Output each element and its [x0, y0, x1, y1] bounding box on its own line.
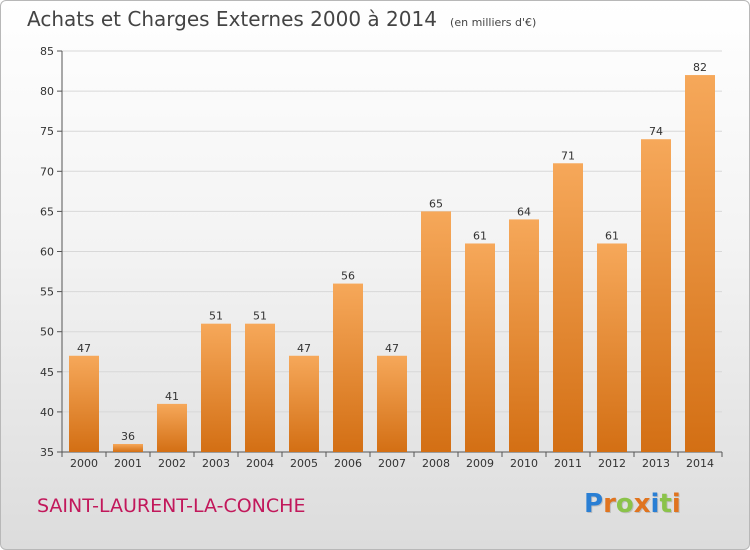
logo-letter: t: [659, 489, 672, 519]
y-tick-label: 70: [40, 165, 54, 178]
y-tick-label: 45: [40, 366, 54, 379]
x-tick-label: 2002: [158, 457, 186, 470]
x-tick-label: 2007: [378, 457, 406, 470]
logo-letter: i: [650, 489, 660, 519]
x-tick-label: 2010: [510, 457, 538, 470]
x-tick-label: 2000: [70, 457, 98, 470]
logo-letter: x: [633, 489, 651, 519]
bar: [245, 323, 275, 452]
data-label: 47: [385, 342, 399, 355]
x-tick-label: 2005: [290, 457, 318, 470]
data-label: 61: [605, 229, 619, 242]
data-label: 47: [297, 342, 311, 355]
x-tick-label: 2003: [202, 457, 230, 470]
x-tick-label: 2009: [466, 457, 494, 470]
proxiti-logo[interactable]: Proxiti: [584, 489, 681, 519]
data-label: 71: [561, 149, 575, 162]
bar: [553, 163, 583, 452]
x-tick-label: 2006: [334, 457, 362, 470]
bar: [377, 355, 407, 452]
data-label: 41: [165, 390, 179, 403]
x-tick-label: 2014: [686, 457, 714, 470]
y-tick-label: 80: [40, 85, 54, 98]
bar: [157, 403, 187, 452]
data-label: 64: [517, 205, 531, 218]
bar: [113, 443, 143, 452]
chart-title: Achats et Charges Externes 2000 à 2014: [27, 7, 437, 31]
data-label: 47: [77, 342, 91, 355]
data-label: 36: [121, 430, 135, 443]
data-label: 65: [429, 197, 443, 210]
y-tick-label: 40: [40, 406, 54, 419]
bar: [597, 243, 627, 452]
x-tick-label: 2004: [246, 457, 274, 470]
commune-name: SAINT-LAURENT-LA-CONCHE: [37, 495, 306, 517]
data-label: 82: [693, 61, 707, 74]
x-tick-label: 2012: [598, 457, 626, 470]
y-tick-label: 55: [40, 286, 54, 299]
logo-letter: i: [671, 489, 681, 519]
bar: [289, 355, 319, 452]
bar: [69, 355, 99, 452]
y-tick-label: 60: [40, 246, 54, 259]
x-tick-label: 2013: [642, 457, 670, 470]
logo-letter: o: [615, 489, 634, 519]
data-label: 61: [473, 229, 487, 242]
y-tick-label: 75: [40, 125, 54, 138]
y-tick-label: 65: [40, 205, 54, 218]
y-tick-label: 85: [40, 45, 54, 58]
logo-letter: P: [584, 489, 604, 519]
logo-letter: r: [603, 489, 616, 519]
data-label: 56: [341, 270, 355, 283]
bar: [509, 219, 539, 452]
bar: [421, 211, 451, 452]
data-label: 74: [649, 125, 663, 138]
y-tick-label: 35: [40, 446, 54, 459]
y-tick-label: 50: [40, 326, 54, 339]
bar: [641, 139, 671, 452]
x-tick-label: 2001: [114, 457, 142, 470]
x-tick-label: 2011: [554, 457, 582, 470]
bar: [201, 323, 231, 452]
data-label: 51: [253, 310, 267, 323]
x-tick-label: 2008: [422, 457, 450, 470]
chart-header: Achats et Charges Externes 2000 à 2014 (…: [27, 7, 536, 31]
chart-subtitle: (en milliers d'€): [450, 16, 537, 29]
bar: [333, 283, 363, 452]
bar: [465, 243, 495, 452]
data-label: 51: [209, 310, 223, 323]
bar: [685, 75, 715, 452]
